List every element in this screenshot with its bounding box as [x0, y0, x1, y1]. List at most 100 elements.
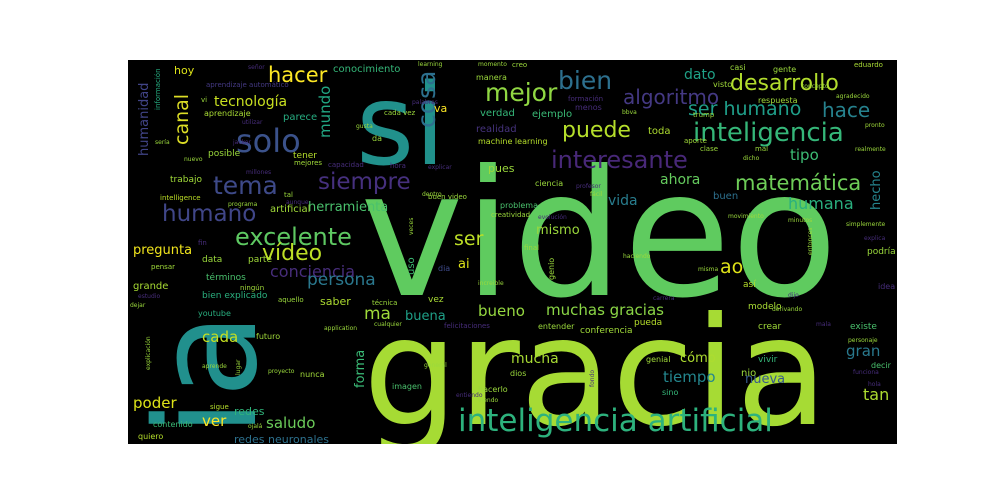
word-hoy: hoy [174, 64, 195, 77]
word-estudio: estudio [138, 293, 161, 300]
word-futuro: futuro [256, 332, 281, 341]
word-gusta: gusta [356, 123, 373, 130]
word-general: general [424, 362, 447, 369]
word-ma: ma [364, 304, 391, 324]
word-tecnologia: tecnología [214, 94, 288, 110]
word-hecho: hecho [869, 170, 884, 210]
word-verdad: verdad [480, 108, 515, 119]
word-ningun: ningún [240, 284, 265, 292]
word-fondo: fondo [589, 369, 596, 387]
word-entiendo: entiendo [456, 392, 483, 399]
word-inteligencia: inteligencia [693, 118, 844, 148]
word-facil: fácil [590, 191, 603, 198]
word-ser-humano: ser humano [688, 98, 802, 120]
word-grande: grande [133, 281, 169, 292]
word-veces: veces [408, 217, 415, 235]
word-cloud: video ia gracia si inteligencia artifici… [128, 60, 897, 444]
word-felicitaciones: felicitaciones [444, 322, 490, 330]
word-inteligencia-artificial: inteligencia artificial [458, 403, 773, 439]
word-profesor: profesor [576, 183, 601, 190]
word-eduardo: eduardo [854, 61, 883, 69]
word-gracia: gracia [363, 286, 828, 444]
word-hacerlo: hacerlo [478, 385, 508, 394]
word-poder: poder [133, 394, 177, 412]
word-forma: forma [353, 349, 368, 388]
word-tecnica: técnica [372, 299, 398, 307]
word-explica: explica [864, 235, 886, 242]
word-realidad: realidad [476, 124, 517, 135]
word-interesante: interesante [551, 146, 688, 174]
word-artificial: artificial [270, 204, 311, 215]
word-seria: sería [155, 139, 170, 146]
word-derivando: derivando [772, 306, 803, 313]
word-lugar: lugar [235, 359, 242, 375]
word-viendo: viendo [478, 397, 499, 404]
word-dato: dato [684, 67, 716, 83]
word-ver: ver [202, 412, 227, 430]
word-matematica: matemática [735, 171, 862, 195]
word-asi: así [743, 280, 756, 290]
word-dentro: dentro [422, 191, 442, 198]
word-imagen: imagen [392, 382, 422, 391]
word-tema: tema [213, 171, 278, 200]
word-problema: problema [500, 201, 539, 210]
word-saludo: saludo [266, 414, 316, 432]
word-trump: trump [693, 111, 715, 119]
word-tipo: tipo [790, 146, 819, 164]
word-entender: entender [538, 322, 575, 331]
word-senor: señor [248, 64, 265, 71]
word-crear: crear [758, 322, 782, 332]
word-bien-explicado: bien explicado [202, 291, 268, 301]
word-ser: ser [454, 228, 484, 250]
word-palabras: palabras [412, 99, 438, 106]
word-solo: solo [236, 122, 301, 160]
word-quiero: quiero [138, 432, 164, 441]
word-da: da [372, 134, 382, 143]
word-toda: toda [648, 126, 671, 137]
word-ai: ai [458, 257, 470, 272]
word-desarrollo: desarrollo [730, 71, 839, 96]
word-cada: cada [202, 328, 239, 346]
word-genial: genial [646, 355, 671, 364]
word-persona: persona [307, 270, 376, 290]
word-si: si [356, 61, 446, 191]
word-muchas-gracias: muchas gracias [546, 301, 664, 319]
word-aprendizaje-automatico: aprendizaje automático [206, 81, 289, 89]
word-funciona: funciona [853, 369, 879, 376]
word-cualquier: cualquier [374, 321, 402, 328]
word-tan: tan [863, 385, 890, 404]
word-algoritmo: algoritmo [623, 85, 720, 109]
word-hora: hora [390, 162, 406, 170]
word-vida: vida [608, 193, 638, 209]
word-agradecido: agradecido [836, 93, 870, 100]
word-entonces: entonces [807, 227, 814, 255]
word-youtube: youtube [198, 309, 231, 318]
word-podria: podría [867, 247, 896, 257]
word-existe: existe [850, 322, 877, 332]
word-fin: fin [198, 239, 207, 247]
word-creo: creo [512, 61, 528, 69]
word-mejor: mejor [485, 78, 558, 107]
word-bbva: bbva [622, 109, 637, 116]
word-increible: increible [478, 280, 504, 287]
word-minutos: minutos [788, 217, 813, 224]
word-nueva: nueva [745, 372, 786, 387]
word-bien: bien [558, 66, 613, 95]
word-trabajo: trabajo [170, 175, 202, 185]
word-gente: gente [773, 65, 797, 74]
word-machine-learning: machine learning [478, 137, 548, 146]
word-posible: posible [208, 149, 241, 159]
word-parece: parece [283, 112, 318, 123]
word-utilizar: utilizar [242, 119, 263, 126]
word-aunque: aunque [286, 199, 309, 206]
word-pronto: pronto [865, 122, 885, 129]
word-cada-vez: cada vez [384, 109, 416, 117]
word-mala: mala [816, 321, 831, 328]
word-jacker: jacker [233, 139, 252, 146]
word-creatividad: creatividad [491, 211, 531, 219]
word-buen: buen [713, 191, 739, 202]
word-video: video [360, 134, 839, 337]
word-va: va [434, 102, 448, 115]
word-herramienta: herramienta [308, 200, 389, 215]
